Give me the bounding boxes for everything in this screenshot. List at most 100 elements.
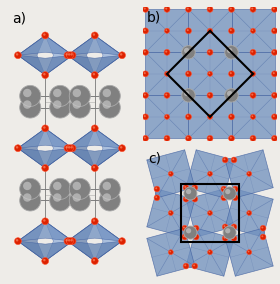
Circle shape	[250, 6, 256, 12]
Circle shape	[250, 49, 256, 55]
Polygon shape	[186, 150, 234, 198]
Circle shape	[222, 224, 228, 230]
Circle shape	[208, 93, 210, 96]
Circle shape	[66, 146, 68, 149]
Polygon shape	[67, 241, 122, 261]
Circle shape	[228, 28, 234, 34]
Circle shape	[230, 8, 232, 10]
Circle shape	[223, 225, 225, 227]
Circle shape	[99, 97, 120, 118]
Circle shape	[93, 259, 95, 261]
Circle shape	[251, 51, 253, 53]
Circle shape	[186, 189, 191, 194]
Circle shape	[222, 187, 224, 189]
Circle shape	[99, 178, 120, 199]
Circle shape	[144, 72, 146, 74]
Circle shape	[193, 225, 199, 231]
Circle shape	[184, 186, 186, 188]
Circle shape	[53, 100, 62, 109]
Circle shape	[251, 114, 256, 119]
Circle shape	[42, 258, 49, 264]
Circle shape	[273, 29, 275, 31]
Circle shape	[209, 29, 210, 31]
Circle shape	[69, 238, 76, 245]
Circle shape	[193, 186, 195, 188]
Circle shape	[192, 196, 198, 202]
Circle shape	[165, 137, 167, 139]
Polygon shape	[232, 9, 274, 52]
Circle shape	[69, 145, 76, 152]
Circle shape	[251, 93, 253, 96]
Circle shape	[184, 264, 186, 266]
Circle shape	[247, 250, 252, 255]
Circle shape	[184, 226, 197, 239]
Circle shape	[222, 235, 228, 241]
Circle shape	[15, 52, 22, 59]
Circle shape	[164, 71, 169, 76]
Circle shape	[272, 135, 277, 141]
Text: a): a)	[12, 12, 26, 26]
Circle shape	[187, 137, 189, 139]
Circle shape	[42, 72, 49, 79]
Circle shape	[273, 72, 275, 74]
Circle shape	[207, 71, 213, 76]
Circle shape	[164, 114, 169, 119]
Circle shape	[223, 237, 225, 239]
Circle shape	[168, 171, 173, 176]
Circle shape	[260, 234, 266, 240]
Circle shape	[234, 187, 235, 189]
Circle shape	[225, 46, 238, 59]
Circle shape	[227, 91, 232, 96]
Polygon shape	[146, 52, 188, 95]
Circle shape	[231, 235, 237, 241]
Circle shape	[70, 239, 73, 241]
Circle shape	[228, 114, 234, 120]
Text: b): b)	[147, 11, 161, 25]
Circle shape	[186, 114, 192, 120]
Polygon shape	[67, 36, 122, 55]
Circle shape	[143, 6, 148, 12]
Circle shape	[70, 53, 73, 56]
Circle shape	[118, 52, 125, 59]
Circle shape	[53, 89, 62, 97]
Circle shape	[16, 146, 18, 149]
Circle shape	[67, 145, 73, 152]
Circle shape	[186, 6, 192, 12]
Polygon shape	[232, 52, 274, 95]
Circle shape	[118, 145, 125, 152]
Circle shape	[66, 53, 68, 56]
Polygon shape	[225, 189, 273, 237]
Circle shape	[20, 97, 41, 118]
Circle shape	[232, 225, 234, 227]
Circle shape	[93, 73, 95, 76]
Polygon shape	[186, 228, 234, 276]
Circle shape	[15, 238, 22, 245]
Circle shape	[183, 235, 185, 237]
Circle shape	[207, 171, 213, 176]
Circle shape	[23, 89, 31, 97]
Circle shape	[207, 250, 213, 255]
Circle shape	[187, 51, 189, 53]
Circle shape	[99, 85, 120, 106]
Circle shape	[73, 100, 81, 109]
Circle shape	[194, 235, 197, 237]
Circle shape	[155, 196, 157, 198]
Circle shape	[91, 72, 98, 79]
Circle shape	[228, 6, 234, 12]
Circle shape	[248, 172, 249, 174]
Circle shape	[164, 92, 170, 98]
Circle shape	[251, 8, 253, 10]
Circle shape	[209, 72, 210, 74]
Circle shape	[194, 226, 197, 229]
Circle shape	[273, 8, 275, 10]
Circle shape	[231, 224, 237, 230]
Circle shape	[53, 193, 62, 202]
Circle shape	[50, 85, 71, 106]
Polygon shape	[67, 221, 122, 241]
Circle shape	[67, 238, 73, 245]
Circle shape	[228, 49, 234, 55]
Circle shape	[182, 234, 188, 240]
Circle shape	[225, 228, 230, 233]
Polygon shape	[147, 150, 195, 198]
Circle shape	[99, 190, 120, 211]
